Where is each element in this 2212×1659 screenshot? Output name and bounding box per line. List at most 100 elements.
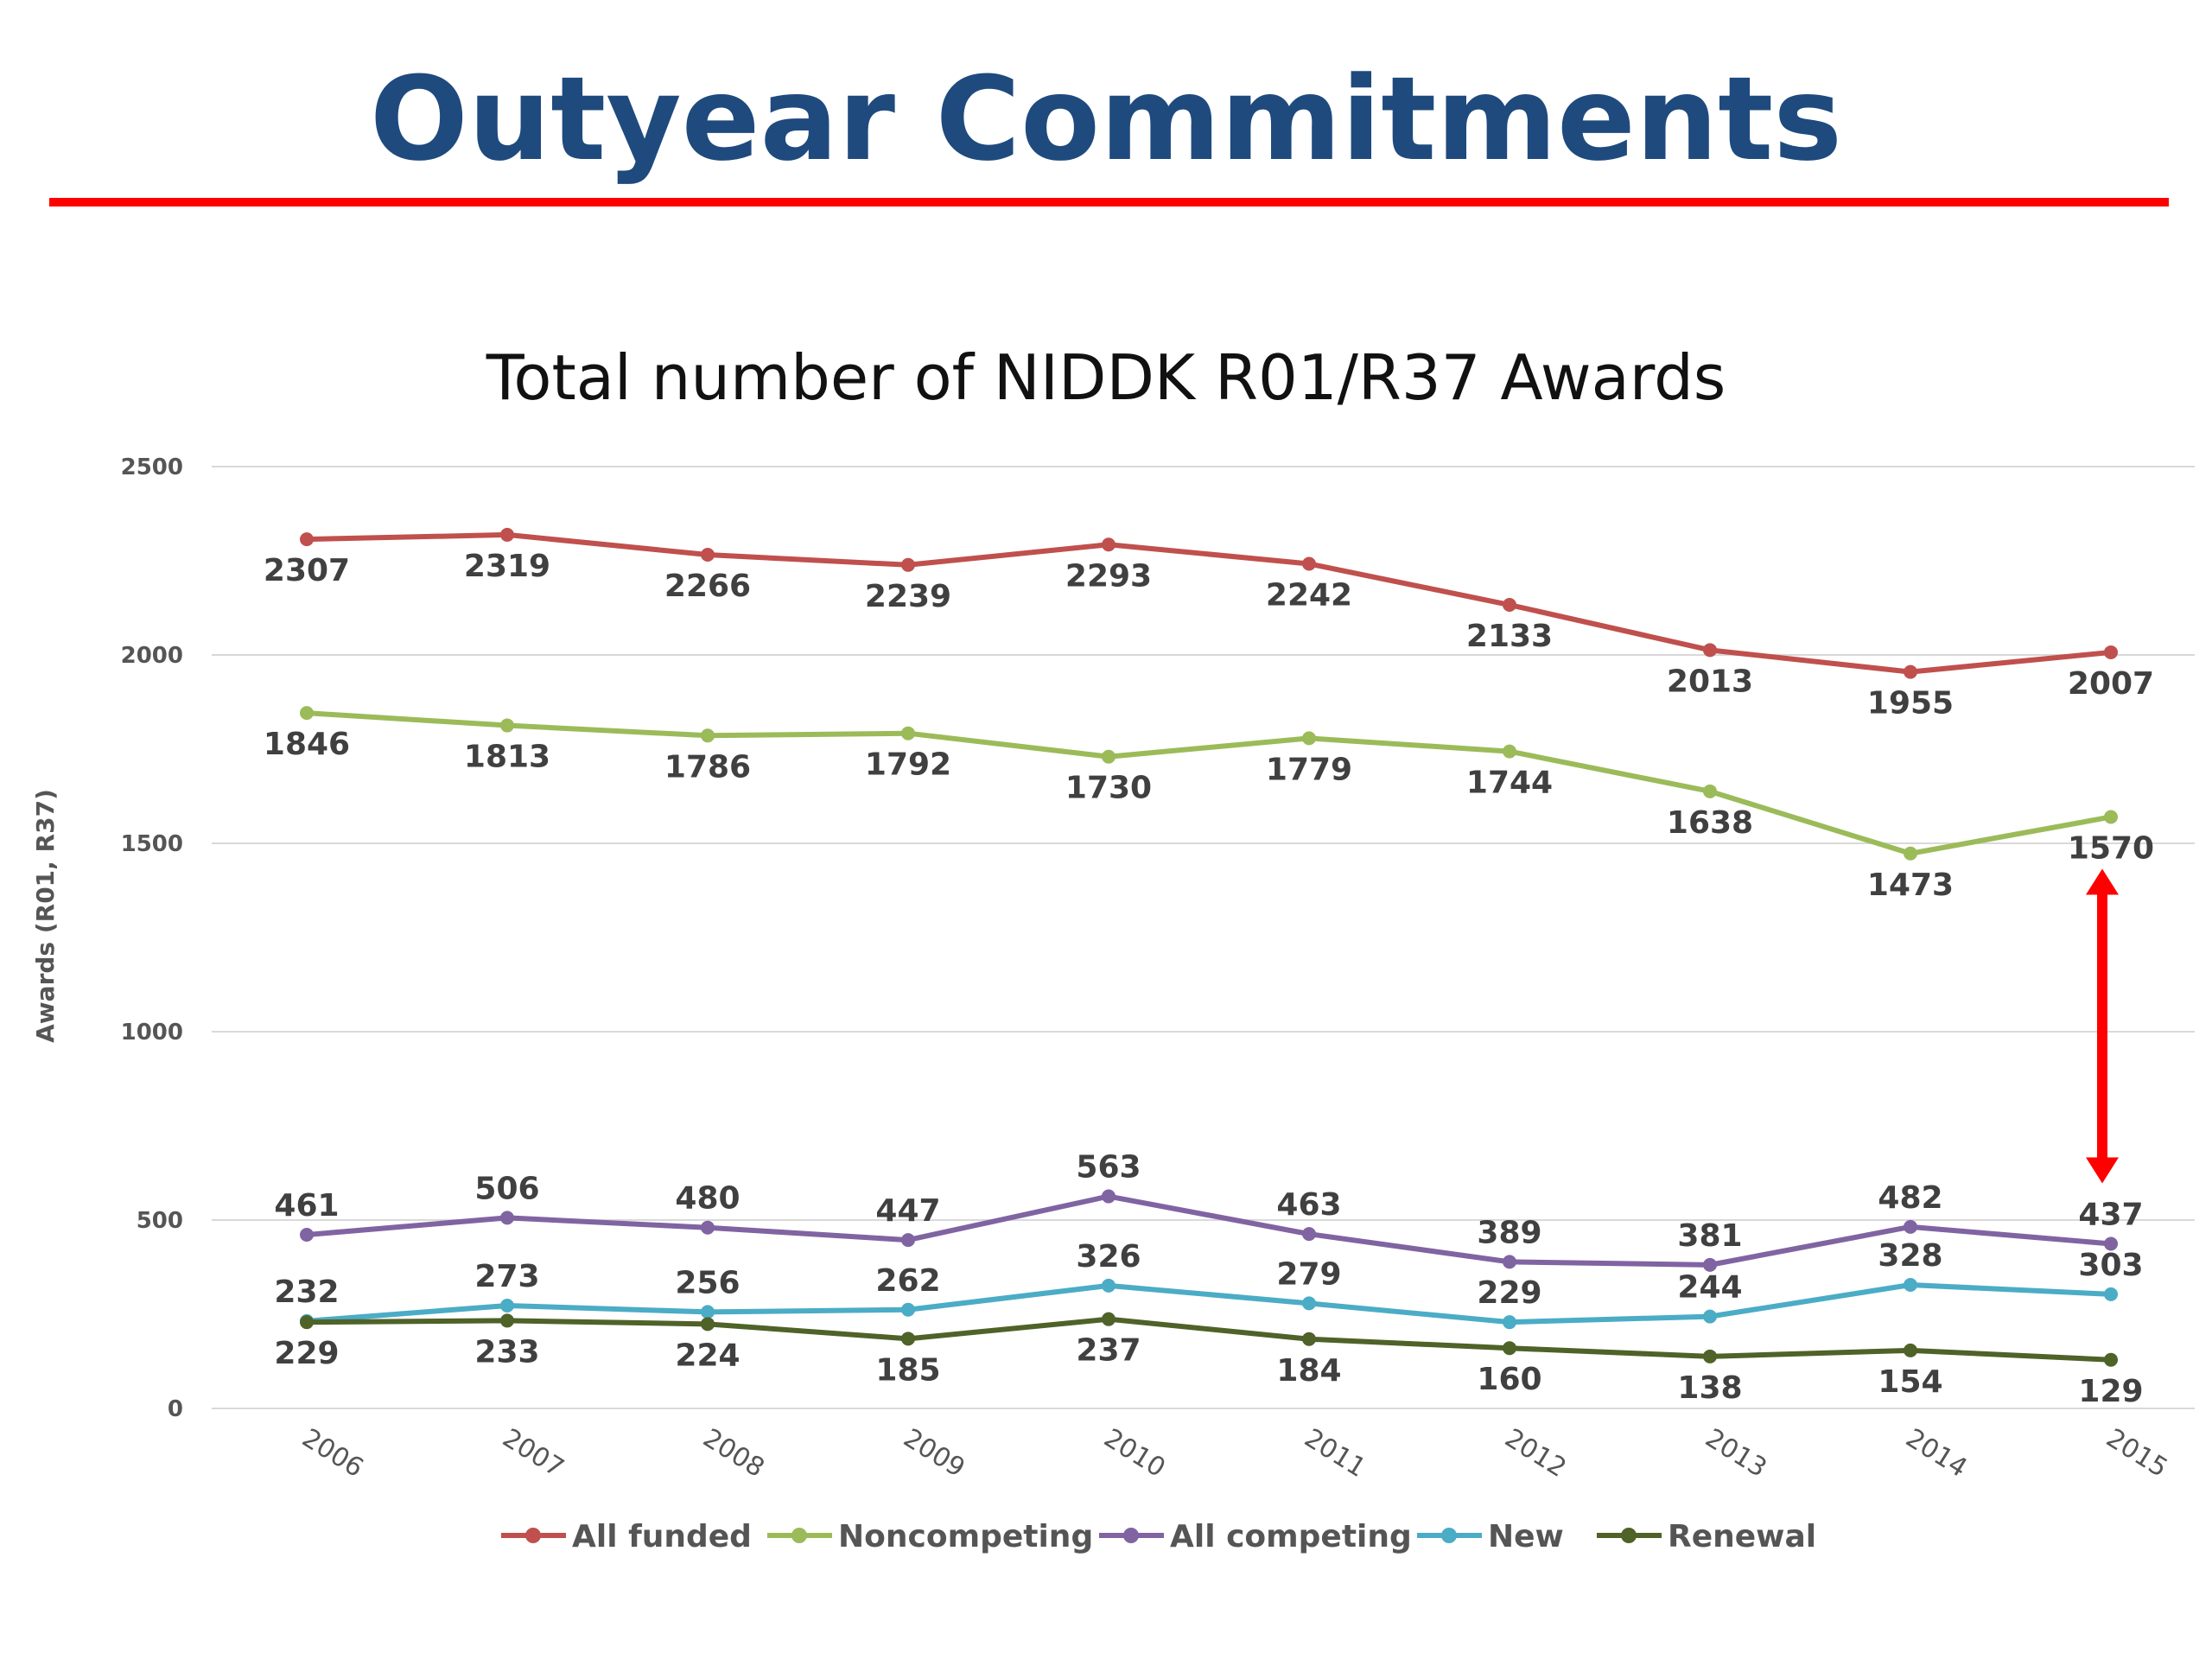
data-label-noncompeting: 1779 [1266, 752, 1352, 787]
data-label-renewal: 229 [274, 1336, 339, 1371]
data-point-all-competing [300, 1228, 314, 1243]
data-point-noncompeting [500, 718, 514, 733]
data-point-noncompeting [901, 726, 915, 741]
data-point-all-competing [1302, 1227, 1316, 1242]
y-tick-label: 1000 [121, 1020, 183, 1046]
data-point-all-funded [300, 532, 314, 547]
data-label-all-funded: 2239 [865, 579, 951, 614]
data-point-noncompeting [1102, 749, 1116, 764]
data-point-all-competing [2104, 1236, 2118, 1251]
data-point-all-competing [1102, 1189, 1116, 1204]
slide-title: Outyear Commitments [369, 52, 1843, 187]
data-point-renewal [1904, 1343, 1917, 1357]
legend-label: Renewal [1668, 1519, 1816, 1554]
series-lines [300, 527, 2118, 1367]
data-label-all-competing: 482 [1878, 1180, 1942, 1216]
data-label-noncompeting: 1744 [1466, 766, 1553, 801]
data-point-renewal [300, 1315, 314, 1330]
data-label-renewal: 233 [474, 1334, 539, 1370]
legend-label: New [1488, 1519, 1564, 1554]
data-label-noncompeting: 1786 [664, 749, 751, 785]
x-tick-label: 2010 [1098, 1423, 1170, 1484]
data-label-all-funded: 2319 [464, 549, 550, 584]
data-label-renewal: 160 [1477, 1362, 1541, 1397]
data-label-new: 229 [1477, 1275, 1541, 1311]
data-label-renewal: 237 [1076, 1333, 1141, 1369]
legend-item-noncompeting: Noncompeting [767, 1519, 1093, 1554]
data-point-renewal [1302, 1332, 1316, 1346]
x-axis-ticks: 2006 2007 2008 2009 2010 2011 2012 2013 2014 2015 [296, 1423, 2172, 1484]
data-label-all-competing: 447 [875, 1193, 940, 1229]
series-line-new [304, 1281, 2113, 1325]
data-point-noncompeting [1703, 784, 1717, 798]
data-label-noncompeting: 1730 [1065, 771, 1152, 806]
data-point-new [500, 1298, 514, 1313]
data-label-all-funded: 2266 [664, 569, 751, 604]
data-label-all-funded: 2242 [1266, 577, 1352, 613]
data-label-renewal: 184 [1276, 1353, 1341, 1389]
data-point-all-funded [500, 527, 514, 542]
data-label-all-funded: 2307 [264, 553, 350, 588]
legend-item-all-funded: All funded [501, 1519, 752, 1554]
data-point-all-funded [1904, 664, 1917, 679]
data-point-noncompeting [701, 728, 715, 743]
y-tick-label: 2000 [121, 643, 183, 669]
data-label-new: 279 [1276, 1256, 1341, 1292]
arrow-head-down [2086, 1157, 2119, 1184]
legend-item-all-competing: All competing [1099, 1519, 1412, 1554]
data-label-new: 273 [474, 1259, 539, 1294]
x-tick-label: 2011 [1299, 1423, 1370, 1484]
x-tick-label: 2015 [2101, 1423, 2172, 1484]
data-point-new [1102, 1278, 1116, 1293]
data-point-all-competing [701, 1220, 715, 1235]
data-label-noncompeting: 1813 [464, 740, 550, 775]
data-point-renewal [500, 1313, 514, 1328]
data-label-noncompeting: 1473 [1867, 868, 1954, 903]
data-point-all-funded [1703, 643, 1717, 658]
data-label-all-competing: 480 [675, 1181, 740, 1217]
series-line-renewal [304, 1316, 2113, 1363]
data-point-all-funded [1302, 556, 1316, 571]
title-divider [49, 198, 2169, 207]
data-point-new [901, 1302, 915, 1317]
data-point-noncompeting [1503, 744, 1516, 759]
legend-label: Noncompeting [838, 1519, 1093, 1554]
legend-marker [525, 1528, 541, 1543]
legend-item-new: New [1417, 1519, 1564, 1554]
data-point-all-funded [701, 548, 715, 563]
data-label-renewal: 138 [1677, 1370, 1742, 1406]
data-label-new: 262 [875, 1263, 940, 1299]
data-label-all-funded: 2133 [1466, 619, 1553, 654]
legend-item-renewal: Renewal [1597, 1519, 1816, 1554]
data-label-new: 328 [1878, 1238, 1942, 1274]
data-label-new: 244 [1677, 1270, 1742, 1306]
red-double-arrow [2086, 868, 2119, 1184]
data-label-new: 256 [675, 1265, 740, 1300]
data-label-all-competing: 437 [2078, 1197, 2143, 1232]
legend-label: All funded [572, 1519, 752, 1554]
data-point-new [1302, 1296, 1316, 1311]
y-axis-ticks: 0 500 1000 1500 2000 2500 [121, 454, 183, 1422]
data-point-all-funded [1503, 598, 1516, 613]
data-label-all-competing: 463 [1276, 1187, 1341, 1223]
data-label-all-funded: 2293 [1065, 558, 1152, 594]
data-label-new: 232 [274, 1274, 339, 1310]
data-label-all-competing: 381 [1677, 1218, 1742, 1254]
data-point-new [2104, 1287, 2118, 1301]
data-point-all-competing [1503, 1255, 1516, 1269]
data-label-renewal: 185 [875, 1352, 940, 1388]
data-point-all-competing [1703, 1257, 1717, 1272]
data-label-all-competing: 389 [1477, 1215, 1541, 1250]
data-point-noncompeting [1904, 846, 1917, 861]
data-point-renewal [1703, 1349, 1717, 1363]
legend-marker [1441, 1528, 1457, 1543]
series-line-all-funded [304, 531, 2113, 675]
chart-title: Total number of NIDDK R01/R37 Awards [486, 341, 1726, 414]
x-tick-label: 2006 [296, 1423, 368, 1484]
data-labels: 2307 2319 2266 2239 2293 2242 2133 2013 1955 2007… [264, 549, 2154, 1409]
data-point-noncompeting [2104, 810, 2118, 824]
data-label-noncompeting: 1638 [1667, 805, 1753, 841]
data-label-all-competing: 506 [474, 1171, 539, 1206]
data-label-renewal: 129 [2078, 1374, 2143, 1409]
data-point-renewal [1102, 1312, 1116, 1326]
